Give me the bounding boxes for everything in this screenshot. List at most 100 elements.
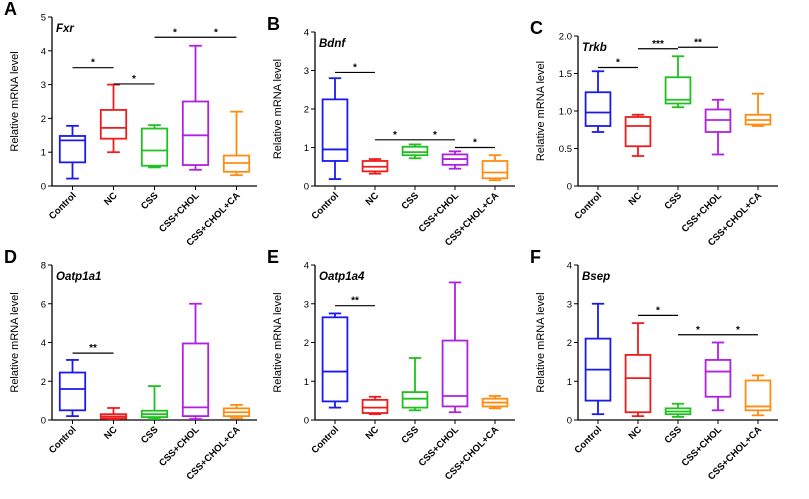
box-css-chol <box>704 341 732 412</box>
box-iqr <box>181 100 210 166</box>
box-control <box>584 70 612 133</box>
y-tick-label: 0 <box>567 182 572 193</box>
box-iqr <box>401 391 429 409</box>
significance-marker: * <box>353 62 357 73</box>
x-category-label: CSS <box>139 424 161 446</box>
box-iqr <box>624 353 652 414</box>
panel-c: C Trkb Relative mRNA level 0 0.5 1.0 1.5 2.0 Con… <box>530 18 778 249</box>
gene-name: Oatp1a4 <box>319 271 365 283</box>
significance-marker: * <box>132 74 136 85</box>
significance-marker: * <box>214 27 218 38</box>
significance-marker: ** <box>89 343 97 354</box>
box-nc <box>99 83 128 154</box>
box-nc <box>361 158 389 175</box>
box-nc <box>624 113 652 157</box>
significance-marker: * <box>656 305 660 316</box>
box-css-chol-ca <box>744 374 772 417</box>
box-css-chol-ca <box>222 110 251 177</box>
y-tick-label: 2 <box>304 105 309 116</box>
box-css <box>140 385 169 420</box>
box-control <box>321 312 349 409</box>
box-iqr <box>584 91 612 127</box>
box-control <box>58 124 87 180</box>
box-nc <box>99 407 128 420</box>
box-iqr <box>704 359 732 398</box>
x-category-label: NC <box>102 424 120 442</box>
significance-marker: ** <box>694 37 702 48</box>
y-tick-label: 4 <box>304 28 309 39</box>
panel-label: B <box>267 14 280 34</box>
box-iqr <box>744 379 772 412</box>
box-control <box>58 359 87 418</box>
y-tick-label: 3 <box>567 299 572 310</box>
box-css <box>664 55 692 109</box>
significance-marker: * <box>616 58 620 69</box>
panel-label: C <box>530 18 543 38</box>
box-control <box>321 77 349 180</box>
y-tick-label: 0 <box>304 182 309 193</box>
x-category-label: CSS <box>139 190 161 212</box>
panel-f: F Bsep Relative mRNA level 0 1 2 3 4 Control NC CS… <box>530 247 778 483</box>
box-iqr <box>181 342 210 418</box>
y-tick-label: 1.5 <box>559 69 572 80</box>
significance-marker: * <box>473 138 477 149</box>
box-css <box>401 357 429 412</box>
panel-label: E <box>267 247 279 267</box>
x-category-label: Control <box>572 190 604 222</box>
y-axis-label: Relative mRNA level <box>9 51 21 151</box>
box-iqr <box>361 398 389 414</box>
y-tick-label: 0 <box>304 416 309 427</box>
box-iqr <box>58 371 87 412</box>
x-category-label: Control <box>309 190 341 222</box>
gene-name: Bsep <box>582 271 610 283</box>
y-tick-label: 0 <box>567 416 572 427</box>
significance-marker: * <box>91 58 95 69</box>
y-tick-label: 8 <box>41 261 46 272</box>
y-tick-label: 4 <box>41 46 46 57</box>
y-tick-label: 0.5 <box>559 144 572 155</box>
x-category-label: Control <box>572 424 604 456</box>
y-tick-label: 1 <box>304 143 309 154</box>
x-category-label: Control <box>47 424 79 456</box>
box-nc <box>624 322 652 418</box>
y-tick-label: 5 <box>41 13 46 24</box>
y-tick-label: 2 <box>41 377 46 388</box>
box-nc <box>361 395 389 416</box>
box-css-chol <box>181 44 210 171</box>
significance-marker: ** <box>351 296 359 307</box>
x-category-label: CSS <box>663 424 685 446</box>
gene-name: Bdnf <box>319 38 346 50</box>
y-tick-label: 3 <box>304 66 309 77</box>
significance-marker: * <box>173 27 177 38</box>
panel-label: F <box>530 247 541 267</box>
y-tick-label: 4 <box>304 261 309 272</box>
y-tick-label: 4 <box>41 338 46 349</box>
box-iqr <box>321 98 349 162</box>
y-tick-label: 0 <box>41 416 46 427</box>
box-iqr <box>140 127 169 167</box>
box-css <box>664 402 692 418</box>
box-iqr <box>401 145 429 157</box>
box-iqr <box>321 316 349 403</box>
panel-label: D <box>4 247 17 267</box>
x-category-label: Control <box>309 424 341 456</box>
box-css <box>401 143 429 160</box>
y-tick-label: 1 <box>41 148 46 159</box>
box-css-chol <box>441 281 469 414</box>
box-css-chol-ca <box>481 395 509 410</box>
box-iqr <box>624 116 652 148</box>
panel-label: A <box>4 0 17 19</box>
significance-marker: * <box>393 130 397 141</box>
panel-a: A Fxr Relative mRNA level 0 1 2 3 4 5 Control NC CS… <box>4 0 257 249</box>
y-tick-label: 2.0 <box>559 32 572 43</box>
x-category-label: CSS+CHOL <box>157 190 202 235</box>
box-css-chol-ca <box>481 154 509 182</box>
panel-d: D Oatp1a1 Relative mRNA level 0 2 4 6 8 Control N… <box>4 247 257 483</box>
x-category-label: CSS <box>400 190 422 212</box>
x-category-label: CSS+CHOL <box>157 424 202 469</box>
y-tick-label: 1 <box>567 377 572 388</box>
gene-name: Oatp1a1 <box>56 271 101 283</box>
y-axis-label: Relative mRNA level <box>272 59 284 159</box>
y-tick-label: 6 <box>41 299 46 310</box>
box-css-chol <box>181 302 210 420</box>
